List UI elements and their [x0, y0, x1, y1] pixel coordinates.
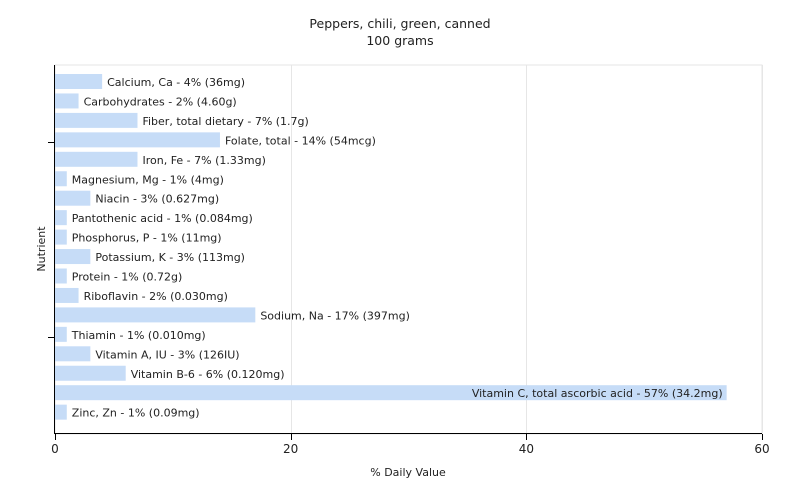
bar-data-label: Fiber, total dietary - 7% (1.7g): [142, 115, 308, 128]
x-tick-label: 0: [51, 442, 59, 456]
bar-data-label: Vitamin A, IU - 3% (126IU): [95, 348, 239, 361]
bar: [55, 287, 79, 303]
bar-data-label: Zinc, Zn - 1% (0.09mg): [72, 407, 200, 420]
bar: [55, 132, 220, 148]
x-axis-ticks: 0 20 40 60: [51, 434, 770, 456]
bar-data-label: Riboflavin - 2% (0.030mg): [84, 290, 228, 303]
bar-data-label: Potassium, K - 3% (113mg): [95, 251, 245, 264]
bar-data-label: Vitamin C, total ascorbic acid - 57% (34…: [472, 387, 723, 400]
gridlines: [291, 65, 763, 433]
bar: [55, 385, 727, 401]
bar: [55, 210, 67, 226]
bar: [55, 365, 126, 381]
bar-data-label: Protein - 1% (0.72g): [72, 271, 183, 284]
bar-data-label: Carbohydrates - 2% (4.60g): [84, 95, 237, 108]
bar-data-label: Magnesium, Mg - 1% (4mg): [72, 173, 224, 186]
chart-title: Peppers, chili, green, canned: [309, 16, 490, 31]
bar: [55, 171, 67, 187]
bar-labels: Calcium, Ca - 4% (36mg) Carbohydrates - 2…: [71, 76, 723, 420]
bar: [55, 249, 91, 265]
x-axis-label: % Daily Value: [370, 466, 446, 479]
bar-data-label: Sodium, Na - 17% (397mg): [260, 309, 410, 322]
bars: [55, 74, 727, 420]
chart-subtitle: 100 grams: [366, 33, 433, 48]
bar-data-label: Pantothenic acid - 1% (0.084mg): [72, 212, 253, 225]
bar: [55, 229, 67, 245]
bar-data-label: Niacin - 3% (0.627mg): [95, 193, 219, 206]
plot-area: [54, 64, 763, 435]
bar: [55, 268, 67, 284]
x-tick-label: 60: [754, 442, 769, 456]
bar: [55, 307, 256, 323]
bar: [55, 404, 67, 420]
x-tick-label: 20: [283, 442, 298, 456]
y-axis-label: Nutrient: [35, 226, 48, 272]
bar-data-label: Iron, Fe - 7% (1.33mg): [142, 154, 265, 167]
bar-data-label: Calcium, Ca - 4% (36mg): [107, 76, 245, 89]
bar: [55, 151, 138, 167]
bar: [55, 93, 79, 109]
bar-data-label: Thiamin - 1% (0.010mg): [71, 329, 206, 342]
bar: [55, 112, 138, 128]
bar-data-label: Vitamin B-6 - 6% (0.120mg): [131, 368, 285, 381]
bar-data-label: Folate, total - 14% (54mcg): [225, 134, 376, 147]
bar-data-label: Phosphorus, P - 1% (11mg): [72, 232, 222, 245]
x-tick-label: 40: [519, 442, 534, 456]
bar: [55, 346, 91, 362]
bar: [55, 190, 91, 206]
bar: [55, 326, 67, 342]
bar: [55, 74, 103, 89]
